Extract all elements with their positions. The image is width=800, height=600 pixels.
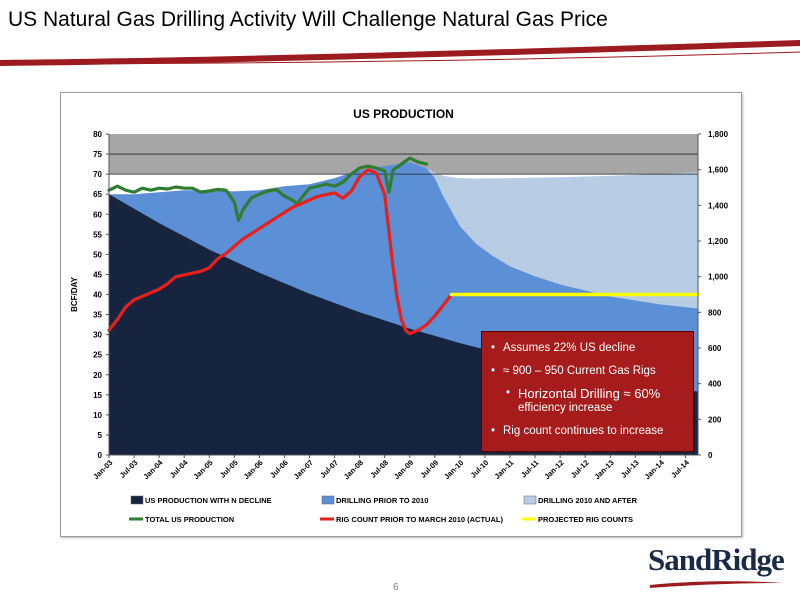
y-tick-label: 0 xyxy=(98,451,103,460)
chart-frame: US PRODUCTION 0 5 10 15 20 25 30 35 40 45 50 55 60 65 7… xyxy=(60,92,742,537)
y2-tick-label: 800 xyxy=(708,308,722,317)
callout-subitem-rest: efficiency increase xyxy=(518,402,613,414)
slide-title: US Natural Gas Drilling Activity Will Ch… xyxy=(8,8,608,31)
x-tick-label: Jul-07 xyxy=(318,458,340,480)
line-series-3 xyxy=(107,156,429,222)
chart-title: US PRODUCTION xyxy=(353,107,454,121)
y-tick-label: 65 xyxy=(93,190,102,199)
x-tick-label: Jan-10 xyxy=(442,458,465,481)
y2-tick-label: 200 xyxy=(708,415,722,424)
x-tick-label: Jan-04 xyxy=(141,457,165,481)
x-tick-label: Jan-05 xyxy=(192,458,215,481)
x-tick-label: Jan-08 xyxy=(342,458,365,481)
line-series-4 xyxy=(107,168,454,336)
callout-item-rigs: ≈ 900 – 950 Current Gas Rigs xyxy=(488,364,687,378)
y2-tick-label: 400 xyxy=(708,380,722,389)
x-tick-label: Jan-07 xyxy=(292,458,315,481)
y-tick-label: 15 xyxy=(93,391,102,400)
y-tick-label: 30 xyxy=(93,331,102,340)
y2-tick-label: 0 xyxy=(708,451,713,460)
x-tick-label: Jul-08 xyxy=(368,458,390,480)
x-tick-label: Jan-13 xyxy=(593,458,616,481)
y-tick-label: 10 xyxy=(93,411,102,420)
x-tick-label: Jan-06 xyxy=(242,458,265,481)
callout-item-decline: Assumes 22% US decline xyxy=(488,341,687,355)
y2-tick-label: 600 xyxy=(708,344,722,353)
x-tick-label: Jul-04 xyxy=(168,457,190,479)
x-tick-label: Jan-14 xyxy=(643,457,667,481)
y-tick-label: 45 xyxy=(93,270,102,279)
x-tick-label: Jul-11 xyxy=(519,458,540,479)
x-tick-label: Jul-12 xyxy=(569,458,591,480)
x-tick-label: Jul-10 xyxy=(469,458,491,480)
legend-label-0: US PRODUCTION WITH N DECLINE xyxy=(145,496,272,505)
y-tick-label: 80 xyxy=(93,130,102,139)
callout-item-rig-increase: Rig count continues to increase xyxy=(488,424,687,438)
callout-subitem-main: Horizontal Drilling ≈ 60% xyxy=(518,386,661,401)
y-tick-label: 35 xyxy=(93,311,102,320)
page-number: 6 xyxy=(393,582,399,593)
y-tick-label: 20 xyxy=(93,371,102,380)
legend-label-1: DRILLING PRIOR TO 2010 xyxy=(336,496,428,505)
x-tick-label: Jan-11 xyxy=(493,458,516,481)
y-tick-label: 60 xyxy=(93,210,102,219)
assumptions-callout: Assumes 22% US decline ≈ 900 – 950 Curre… xyxy=(481,331,694,452)
legend-swatch-0 xyxy=(130,495,144,505)
title-swoosh xyxy=(0,40,800,66)
x-tick-label: Jul-03 xyxy=(118,458,140,480)
callout-subitem-horizontal: Horizontal Drilling ≈ 60%efficiency incr… xyxy=(488,387,687,415)
x-tick-label: Jul-09 xyxy=(419,458,441,480)
logo-swoosh xyxy=(650,581,783,588)
y-tick-label: 5 xyxy=(98,431,103,440)
y2-tick-label: 1,600 xyxy=(708,166,729,175)
legend-label-5: PROJECTED RIG COUNTS xyxy=(538,515,633,524)
y2-tick-label: 1,200 xyxy=(708,237,729,246)
x-tick-label: Jan-12 xyxy=(542,458,565,481)
y2-tick-label: 1,800 xyxy=(708,130,729,139)
y-tick-label: 25 xyxy=(93,351,102,360)
y-tick-label: 70 xyxy=(93,170,102,179)
x-tick-label: Jul-13 xyxy=(619,458,641,480)
production-chart: US PRODUCTION 0 5 10 15 20 25 30 35 40 45 50 55 60 65 7… xyxy=(70,107,729,524)
y-axis-label: BCF/DAY xyxy=(70,276,79,311)
legend-swatch-2 xyxy=(523,495,537,505)
y-tick-label: 75 xyxy=(93,150,102,159)
legend-swatch-1 xyxy=(321,495,335,505)
legend-label-4: RIG COUNT PRIOR TO MARCH 2010 (ACTUAL) xyxy=(336,515,503,524)
y2-tick-label: 1,000 xyxy=(708,273,729,282)
x-tick-label: Jul-05 xyxy=(218,458,240,480)
x-tick-label: Jan-03 xyxy=(91,458,114,481)
y-tick-label: 50 xyxy=(93,250,102,259)
x-tick-label: Jul-14 xyxy=(669,457,691,479)
y-tick-label: 55 xyxy=(93,230,102,239)
legend-label-2: DRILLING 2010 AND AFTER xyxy=(538,496,638,505)
x-tick-label: Jul-06 xyxy=(268,458,290,480)
legend-label-3: TOTAL US PRODUCTION xyxy=(145,515,234,524)
x-tick-label: Jan-09 xyxy=(392,458,415,481)
sandridge-logo: SandRidge xyxy=(648,542,785,577)
y2-tick-label: 1,400 xyxy=(708,201,729,210)
y-tick-label: 40 xyxy=(93,291,102,300)
